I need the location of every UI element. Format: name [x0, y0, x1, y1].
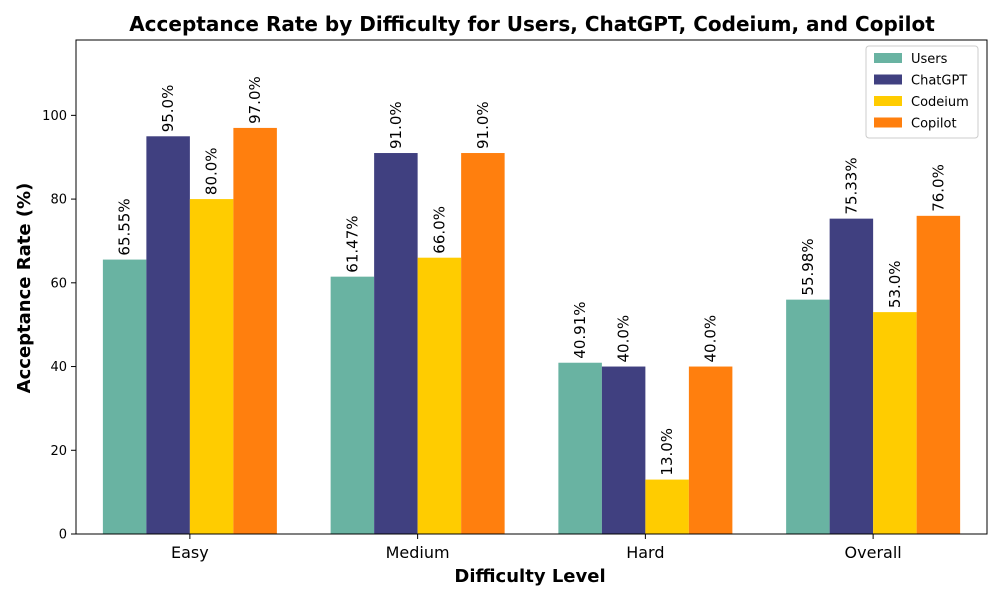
data-label: 61.47%	[343, 215, 361, 272]
y-axis-label: Acceptance Rate (%)	[14, 183, 35, 394]
data-label: 55.98%	[799, 238, 817, 295]
bar-chatgpt-overall	[829, 218, 874, 534]
y-tick-label: 60	[50, 276, 67, 291]
y-tick-label: 0	[59, 528, 67, 543]
y-tick-label: 40	[50, 360, 67, 375]
x-tick-label: Hard	[626, 543, 664, 562]
bar-users-overall	[786, 299, 830, 534]
bar-chatgpt-easy	[146, 136, 190, 535]
data-label: 40.0%	[702, 315, 720, 363]
bar-users-hard	[558, 362, 602, 534]
y-tick-label: 80	[50, 193, 67, 208]
data-label: 95.0%	[159, 85, 177, 133]
data-label: 76.0%	[929, 164, 947, 212]
data-label: 91.0%	[474, 101, 492, 149]
chart-title: Acceptance Rate by Difficulty for Users,…	[129, 12, 935, 36]
data-label: 80.0%	[203, 147, 221, 195]
legend-swatch-copilot	[874, 117, 902, 128]
bar-copilot-medium	[461, 153, 505, 534]
bar-codeium-easy	[189, 199, 234, 534]
x-tick-label: Overall	[845, 543, 902, 562]
legend-swatch-users	[874, 53, 902, 63]
bar-codeium-hard	[645, 479, 689, 534]
legend-label-copilot: Copilot	[911, 117, 957, 132]
data-label: 40.0%	[615, 315, 633, 363]
y-tick-label: 100	[42, 109, 67, 124]
bar-copilot-hard	[688, 366, 733, 534]
legend-label-users: Users	[911, 52, 948, 67]
data-label: 91.0%	[387, 101, 405, 149]
data-label: 97.0%	[246, 76, 264, 124]
x-tick-label: Easy	[171, 543, 209, 562]
bar-users-medium	[330, 276, 375, 534]
bar-chatgpt-medium	[374, 153, 418, 534]
x-tick-label: Medium	[386, 543, 450, 562]
bar-codeium-medium	[417, 257, 462, 534]
legend-swatch-codeium	[874, 96, 902, 106]
bar-codeium-overall	[873, 312, 917, 534]
legend-label-chatgpt: ChatGPT	[911, 74, 967, 89]
data-label: 75.33%	[842, 157, 860, 214]
legend-label-codeium: Codeium	[911, 95, 969, 110]
x-axis-label: Difficulty Level	[454, 566, 605, 587]
bar-copilot-overall	[916, 215, 961, 534]
legend-swatch-chatgpt	[874, 74, 902, 85]
bar-copilot-easy	[233, 127, 277, 535]
y-tick-label: 20	[50, 444, 67, 459]
legend: Users ChatGPT Codeium Copilot	[865, 45, 979, 139]
data-label: 66.0%	[430, 206, 448, 254]
bar-chatgpt-hard	[601, 366, 646, 534]
legend-box	[865, 45, 979, 139]
data-label: 65.55%	[116, 198, 134, 255]
data-label: 13.0%	[658, 428, 676, 476]
data-label: 40.91%	[571, 301, 589, 358]
data-label: 53.0%	[886, 260, 904, 308]
plot-frame	[75, 39, 988, 535]
bar-users-easy	[102, 259, 147, 534]
